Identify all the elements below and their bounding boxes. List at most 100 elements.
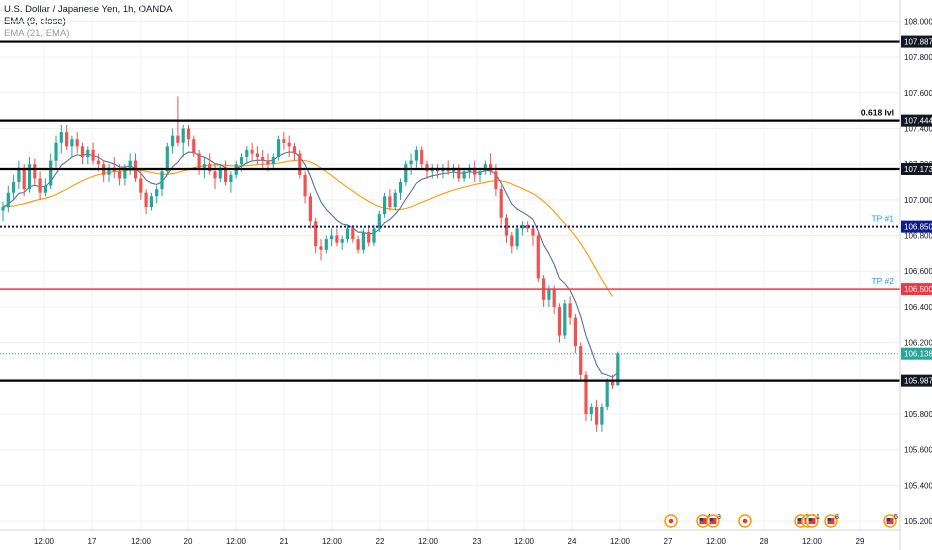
candle-body (139, 178, 143, 193)
us-flag-icon[interactable]: 8 (824, 514, 839, 528)
candle-body (388, 196, 392, 208)
candle-body (250, 149, 254, 154)
us-flag-canton (709, 518, 713, 521)
price-tick-label: 107.800 (904, 53, 932, 62)
candle-body (186, 128, 191, 140)
candlestick-series (1, 96, 620, 432)
price-tick-label: 106.600 (904, 267, 932, 276)
candle-body (552, 289, 556, 307)
price-tick-label: 105.600 (904, 446, 932, 455)
chart-grid (0, 0, 900, 530)
price-tag-label: 106.500 (904, 285, 932, 294)
time-tick-label: 23 (473, 537, 482, 546)
us-flag-icon[interactable]: 1 (805, 514, 820, 528)
price-tick-label: 107.000 (904, 196, 932, 205)
candle-body (80, 146, 85, 158)
candle-body (335, 235, 339, 243)
candle-body (499, 189, 503, 218)
indicator-ema-21[interactable]: EMA (21, EMA) (4, 28, 70, 39)
candle-body (557, 306, 562, 336)
price-tag (901, 162, 932, 175)
candle-body (96, 160, 100, 165)
candle-body (59, 132, 63, 143)
event-count: 5 (894, 514, 898, 521)
price-tick-label: 107.600 (904, 89, 932, 98)
candle-body (372, 228, 376, 243)
candle-body (404, 164, 408, 183)
level-annotation: TP #1 (871, 214, 894, 224)
candle-body (192, 139, 196, 154)
time-tick-label: 12:00 (34, 537, 55, 546)
candle-body (149, 196, 153, 208)
candle-body (12, 182, 16, 193)
candle-body (33, 164, 37, 179)
candle-body (330, 235, 334, 240)
price-tag (901, 220, 932, 233)
current-price-label: 106.138 (904, 350, 932, 359)
us-flag-icon[interactable]: 3 (706, 514, 721, 528)
level-annotation: 0.618 lvl (861, 108, 894, 118)
candle-body (86, 149, 90, 158)
candle-body (303, 174, 307, 197)
candle-body (425, 164, 429, 172)
candle-body (298, 153, 302, 175)
candle-body (160, 171, 164, 190)
candle-body (118, 171, 122, 179)
candle-body (181, 128, 185, 143)
time-tick-label: 22 (376, 537, 385, 546)
time-tick-label: 12:00 (706, 537, 727, 546)
candle-body (510, 235, 514, 247)
event-count: 8 (835, 514, 839, 521)
price-tick-label: 106.800 (904, 232, 932, 241)
candle-body (340, 239, 344, 243)
candle-body (345, 228, 350, 240)
candle-body (308, 196, 312, 222)
time-tick-label: 12:00 (418, 537, 439, 546)
candle-body (324, 239, 328, 250)
candle-body (589, 406, 593, 415)
candle-body (483, 164, 487, 172)
candle-body (526, 224, 530, 229)
price-tick-label: 106.200 (904, 339, 932, 348)
time-tick-label: 12:00 (610, 537, 631, 546)
candle-body (202, 164, 206, 168)
candle-body (6, 192, 10, 208)
us-flag-canton (808, 518, 812, 521)
candle-body (38, 178, 42, 193)
candle-body (49, 160, 53, 186)
us-flag-canton (827, 518, 831, 521)
candle-body (351, 228, 355, 240)
candle-body (383, 196, 387, 215)
candle-body (489, 164, 493, 172)
japan-flag-icon[interactable] (664, 514, 678, 528)
event-count: 1 (816, 514, 820, 521)
level-annotations: 0.618 lvl TP #1 TP #2 (861, 108, 894, 286)
time-tick-label: 12:00 (802, 537, 823, 546)
time-tick-label: 24 (568, 537, 577, 546)
candle-body (420, 149, 424, 165)
candle-body (229, 174, 233, 183)
candle-body (239, 157, 244, 165)
candle-body (22, 167, 26, 190)
candle-body (600, 406, 604, 425)
candle-body (107, 167, 111, 175)
time-tick-label: 21 (280, 537, 289, 546)
candle-body (165, 146, 169, 172)
us-flag-icon[interactable]: 5 (883, 514, 898, 528)
price-tag-label: 105.987 (904, 377, 932, 386)
ema-9-line (2, 151, 619, 378)
candle-body (292, 146, 297, 154)
time-tick-label: 29 (856, 537, 865, 546)
time-tick-label: 12:00 (514, 537, 535, 546)
candle-body (123, 167, 127, 179)
price-tag (901, 35, 932, 48)
candle-body (65, 132, 69, 147)
candle-body (377, 214, 381, 229)
candle-body (579, 346, 583, 375)
japan-flag-icon[interactable] (738, 514, 752, 528)
candle-body (356, 239, 360, 250)
price-axis: 108.000107.800107.600107.400107.200107.0… (899, 0, 932, 550)
us-flag-canton (886, 518, 890, 521)
price-tick-label: 105.200 (904, 517, 932, 526)
